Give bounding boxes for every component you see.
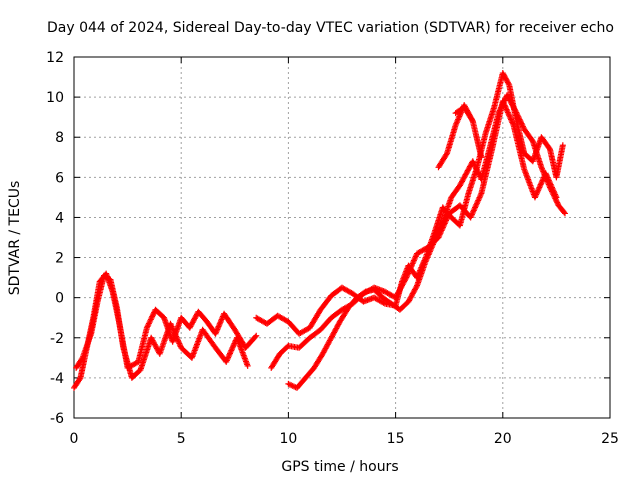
data-point-marker: [413, 283, 420, 290]
data-point-marker: [76, 376, 83, 383]
y-tick-label: -4: [50, 371, 64, 387]
data-point-marker: [253, 332, 260, 339]
data-point-marker: [517, 117, 524, 124]
data-point-marker: [519, 122, 526, 129]
data-point-marker: [471, 161, 478, 168]
data-point-marker: [143, 324, 150, 331]
data-point-marker: [515, 115, 522, 122]
data-point-marker: [471, 162, 478, 169]
data-point-marker: [546, 145, 553, 152]
data-point-marker: [144, 323, 151, 330]
series-track-b: [73, 272, 251, 381]
data-point-marker: [559, 142, 566, 149]
data-point-marker: [78, 356, 85, 363]
y-tick-label: 8: [55, 130, 64, 146]
x-tick-label: 10: [279, 431, 297, 447]
data-point-marker: [402, 275, 409, 282]
x-tick-label: 25: [601, 431, 619, 447]
data-point-marker: [554, 199, 561, 206]
grid-lines: [74, 57, 610, 418]
axis-ticks: 0 5 10 15 20 25 -6 -4 -2 0 2 4 6 8 10 12: [46, 50, 619, 447]
data-point-marker: [518, 120, 525, 127]
y-tick-label: 4: [55, 210, 64, 226]
data-point-marker: [145, 321, 152, 328]
data-point-marker: [519, 123, 526, 130]
data-point-marker: [473, 165, 480, 172]
data-point-marker: [470, 159, 477, 166]
data-point-marker: [511, 106, 518, 113]
data-point-marker: [528, 137, 535, 144]
x-tick-label: 15: [387, 431, 405, 447]
series-track-e: [268, 98, 560, 371]
data-point-marker: [561, 209, 568, 216]
data-point-marker: [505, 80, 512, 87]
data-point-marker: [516, 116, 523, 123]
x-tick-label: 20: [494, 431, 512, 447]
x-axis-label: GPS time / hours: [281, 459, 398, 475]
plot-frame: [73, 56, 611, 419]
data-point-marker: [517, 119, 524, 126]
data-point-marker: [148, 315, 155, 322]
data-point-marker: [146, 319, 153, 326]
x-tick-label: 0: [70, 431, 79, 447]
y-tick-label: -6: [50, 411, 64, 427]
y-tick-label: 6: [55, 170, 64, 186]
data-point-marker: [469, 118, 476, 125]
y-tick-label: -2: [50, 331, 64, 347]
data-marks: [71, 70, 568, 391]
data-point-marker: [150, 310, 157, 317]
y-tick-label: 12: [46, 50, 64, 66]
data-point-marker: [513, 109, 520, 116]
y-tick-label: 10: [46, 90, 64, 106]
data-point-marker: [147, 317, 154, 324]
data-point-marker: [475, 169, 482, 176]
data-point-marker: [244, 362, 251, 369]
data-point-marker: [553, 194, 560, 201]
x-tick-label: 5: [177, 431, 186, 447]
series-track-g: [452, 104, 476, 125]
y-tick-label: 2: [55, 251, 64, 267]
data-point-marker: [473, 166, 480, 173]
data-point-marker: [478, 154, 485, 161]
data-point-marker: [443, 151, 450, 158]
data-point-marker: [474, 168, 481, 175]
data-point-marker: [514, 112, 521, 119]
data-point-marker: [469, 116, 476, 123]
y-tick-label: 0: [55, 291, 64, 307]
data-point-marker: [512, 108, 519, 115]
data-point-marker: [469, 158, 476, 165]
data-point-marker: [145, 320, 152, 327]
data-point-marker: [149, 313, 156, 320]
data-point-marker: [149, 312, 156, 319]
data-point-marker: [561, 210, 568, 217]
chart-title: Day 044 of 2024, Sidereal Day-to-day VTE…: [47, 20, 614, 36]
data-point-marker: [147, 316, 154, 323]
data-point-marker: [513, 110, 520, 117]
data-point-marker: [252, 333, 259, 340]
y-axis-label: SDTVAR / TECUs: [7, 181, 23, 296]
data-point-marker: [472, 163, 479, 170]
data-point-marker: [515, 113, 522, 120]
